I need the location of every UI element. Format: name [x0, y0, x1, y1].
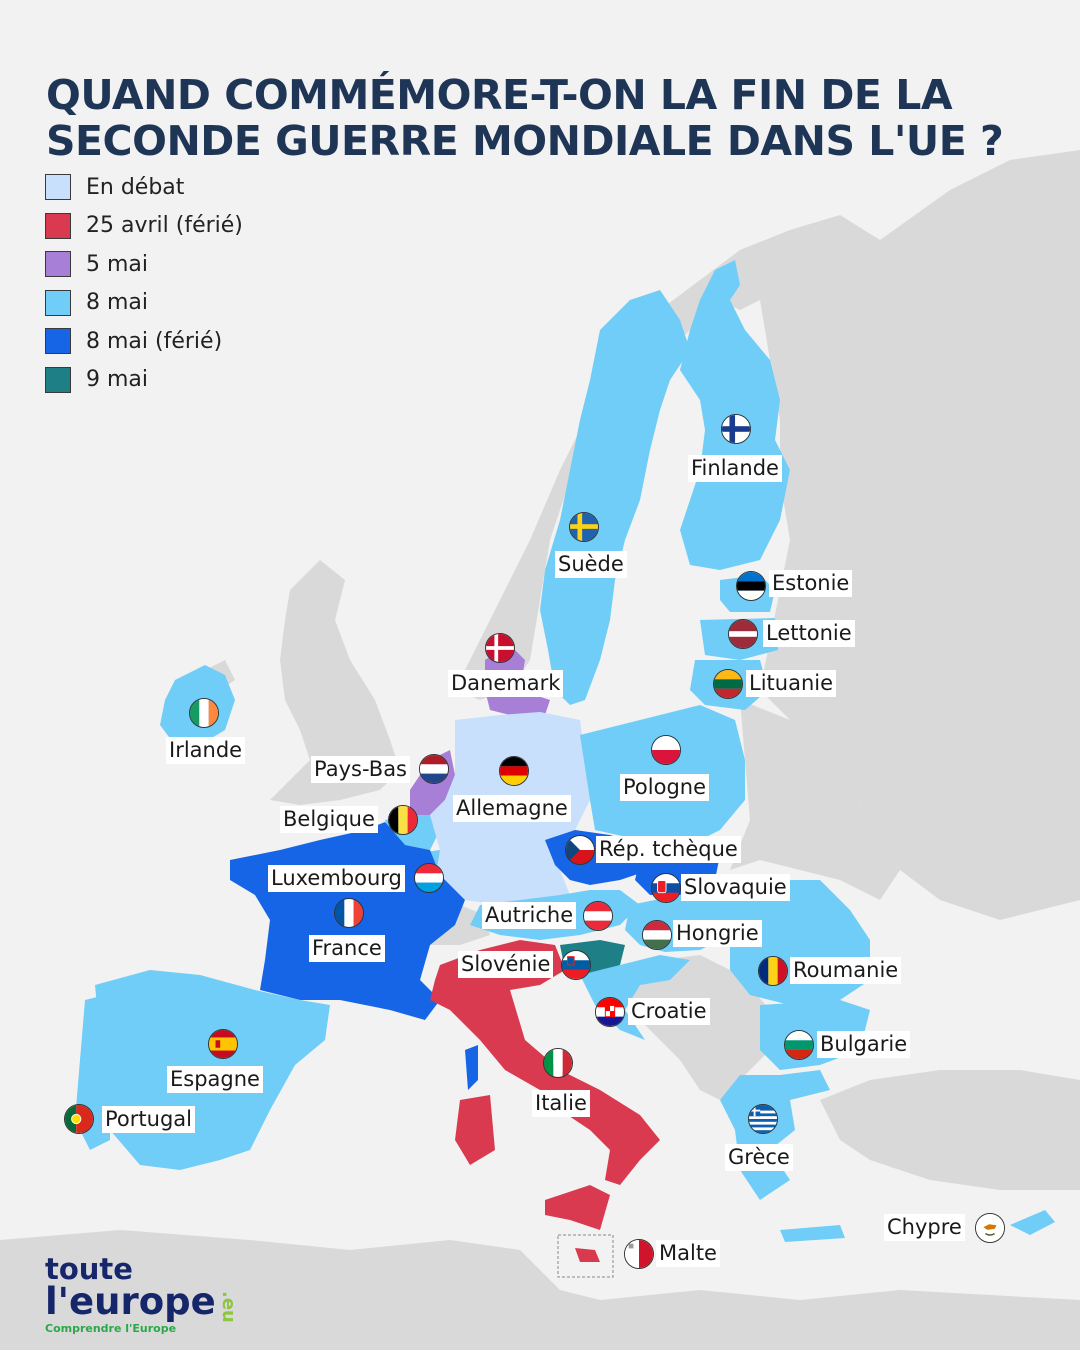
sweden-flag-icon: [569, 512, 599, 542]
latvia-flag-icon: [728, 619, 758, 649]
ukraine-belarus-land: [730, 700, 900, 900]
legend-label: 8 mai (férié): [86, 328, 223, 354]
legend: En débat 25 avril (férié) 5 mai 8 mai 8 …: [45, 172, 243, 404]
legend-item-en-debat: En débat: [45, 172, 243, 202]
legend-label: En débat: [86, 174, 185, 200]
sardinia-shape: [455, 1095, 495, 1165]
malta-inset: [557, 1234, 614, 1278]
logo-suffix: .eu: [218, 1291, 239, 1323]
czechia-flag-icon: [565, 835, 595, 865]
legend-item-5-mai: 5 mai: [45, 249, 243, 279]
spain-flag-icon: [208, 1029, 238, 1059]
label-croatie: Croatie: [628, 998, 710, 1025]
belgium-flag-icon: [388, 805, 418, 835]
great-britain-land: [270, 560, 400, 805]
corsica-shape: [465, 1045, 478, 1090]
balkans-land: [620, 955, 770, 1100]
label-italie: Italie: [532, 1090, 590, 1117]
legend-item-9-mai: 9 mai: [45, 365, 243, 395]
title-line-1: QUAND COMMÉMORE-T-ON LA FIN DE LA: [46, 71, 953, 119]
greece-shape: [720, 1070, 830, 1200]
legend-label: 9 mai: [86, 367, 149, 393]
portugal-flag-icon: [64, 1104, 94, 1134]
label-malte: Malte: [656, 1240, 720, 1267]
label-finlande: Finlande: [688, 455, 782, 482]
malta-flag-icon: [624, 1239, 654, 1269]
label-estonie: Estonie: [769, 570, 853, 597]
logo-line-1: toute: [45, 1252, 133, 1286]
croatia-flag-icon: [595, 997, 625, 1027]
russia-land: [760, 150, 1080, 920]
label-roumanie: Roumanie: [790, 957, 902, 984]
label-pays-bas: Pays-Bas: [311, 756, 411, 783]
france-flag-icon: [334, 898, 364, 928]
label-pologne: Pologne: [620, 774, 710, 801]
legend-label: 8 mai: [86, 290, 149, 316]
label-slovaquie: Slovaquie: [681, 874, 790, 901]
greece-flag-icon: [748, 1104, 778, 1134]
slovakia-flag-icon: [651, 873, 681, 903]
label-danemark: Danemark: [448, 670, 564, 697]
finland-flag-icon: [721, 414, 751, 444]
label-chypre: Chypre: [884, 1214, 965, 1241]
legend-item-8-mai-ferie: 8 mai (férié): [45, 326, 243, 356]
malta-shape: [575, 1248, 600, 1262]
logo-tagline: Comprendre l'Europe: [45, 1322, 177, 1335]
crete-shape: [780, 1225, 845, 1242]
label-portugal: Portugal: [102, 1106, 195, 1133]
label-belgique: Belgique: [280, 806, 378, 833]
label-autriche: Autriche: [482, 902, 577, 929]
legend-swatch: [45, 328, 71, 355]
label-rep-tcheque: Rép. tchèque: [596, 836, 741, 863]
legend-swatch: [45, 174, 71, 200]
luxembourg-flag-icon: [414, 863, 444, 893]
title-line-2: SECONDE GUERRE MONDIALE DANS L'UE ?: [46, 117, 1004, 165]
netherlands-flag-icon: [419, 754, 449, 784]
cyprus-flag-icon: [975, 1213, 1005, 1243]
legend-item-8-mai: 8 mai: [45, 288, 243, 318]
label-lituanie: Lituanie: [746, 670, 837, 697]
sicily-shape: [545, 1185, 610, 1230]
legend-label: 5 mai: [86, 251, 149, 277]
label-luxembourg: Luxembourg: [268, 865, 405, 892]
page-title: QUAND COMMÉMORE-T-ON LA FIN DE LA SECOND…: [46, 72, 1056, 164]
ireland-flag-icon: [189, 698, 219, 728]
label-grece: Grèce: [725, 1144, 793, 1171]
poland-flag-icon: [651, 735, 681, 765]
italy-flag-icon: [543, 1048, 573, 1078]
hungary-flag-icon: [642, 920, 672, 950]
label-irlande: Irlande: [166, 737, 246, 764]
legend-swatch: [45, 289, 71, 316]
label-allemagne: Allemagne: [453, 795, 571, 822]
north-africa-land: [0, 1230, 1080, 1350]
label-suede: Suède: [555, 551, 627, 578]
romania-flag-icon: [758, 956, 788, 986]
label-slovenie: Slovénie: [458, 951, 554, 978]
croatia-shape: [580, 955, 690, 1040]
sweden-shape: [540, 290, 690, 705]
estonia-flag-icon: [736, 571, 766, 601]
legend-swatch: [45, 366, 71, 393]
legend-label: 25 avril (férié): [86, 213, 243, 239]
slovenia-flag-icon: [561, 950, 591, 980]
label-espagne: Espagne: [167, 1066, 263, 1093]
logo-line-2: l'europe: [45, 1280, 216, 1323]
legend-item-25-avril: 25 avril (férié): [45, 211, 243, 241]
denmark-flag-icon: [485, 633, 515, 663]
turkey-land: [820, 1070, 1080, 1190]
austria-flag-icon: [583, 901, 613, 931]
toute-leurope-logo: toute l'europe .eu Comprendre l'Europe: [45, 1252, 239, 1336]
legend-swatch: [45, 251, 71, 278]
bulgaria-flag-icon: [784, 1030, 814, 1060]
legend-swatch: [45, 212, 71, 239]
label-hongrie: Hongrie: [673, 920, 762, 947]
label-france: France: [309, 935, 385, 962]
germany-flag-icon: [499, 756, 529, 786]
label-lettonie: Lettonie: [763, 620, 855, 647]
cyprus-shape: [1010, 1210, 1055, 1235]
label-bulgarie: Bulgarie: [817, 1031, 911, 1058]
lithuania-flag-icon: [713, 669, 743, 699]
